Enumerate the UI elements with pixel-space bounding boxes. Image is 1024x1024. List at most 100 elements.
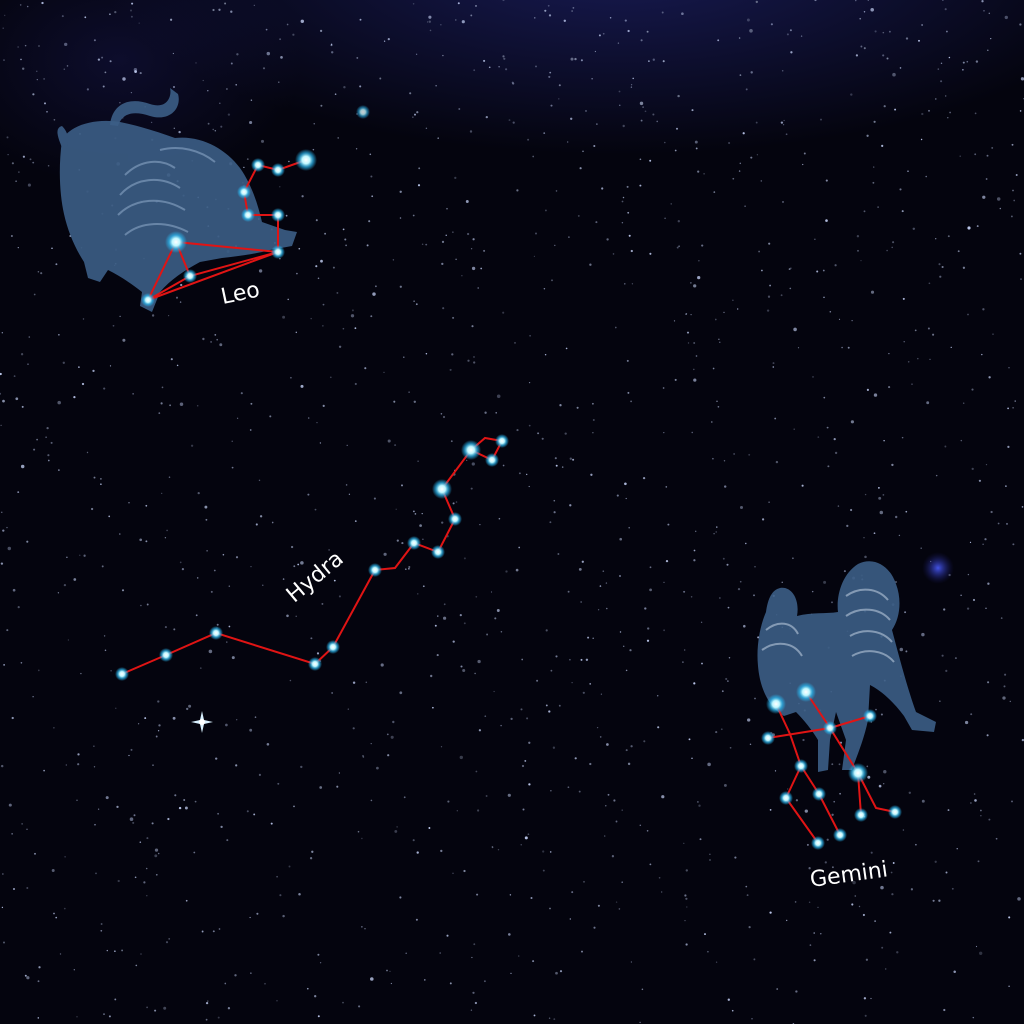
background-star <box>168 938 171 940</box>
background-star <box>988 12 991 15</box>
background-star <box>195 62 197 64</box>
background-star <box>258 479 261 482</box>
background-star <box>253 813 256 816</box>
background-star <box>128 754 130 757</box>
background-star <box>422 538 424 540</box>
background-star <box>550 790 552 792</box>
background-star <box>342 327 345 330</box>
background-star <box>452 316 455 319</box>
background-star <box>63 907 66 910</box>
background-star <box>224 982 227 985</box>
background-star <box>982 195 986 199</box>
background-star <box>161 386 164 389</box>
background-star <box>246 158 249 160</box>
background-star <box>664 141 666 144</box>
background-star <box>165 941 169 944</box>
background-star <box>217 1016 220 1019</box>
background-star <box>613 799 616 802</box>
background-star <box>921 112 924 116</box>
background-star <box>158 724 161 727</box>
background-star <box>619 104 621 106</box>
background-star <box>279 186 281 188</box>
background-star <box>1007 445 1010 449</box>
background-star <box>648 60 650 62</box>
background-star <box>761 518 765 521</box>
background-star <box>592 432 594 434</box>
background-star <box>370 175 373 178</box>
background-star <box>73 578 77 581</box>
background-star <box>592 419 595 421</box>
background-star <box>439 952 442 954</box>
background-star <box>866 134 869 137</box>
background-star <box>997 522 1000 525</box>
background-star <box>686 906 688 908</box>
background-star <box>939 275 942 278</box>
background-star <box>626 359 629 362</box>
background-star <box>693 559 696 562</box>
background-star <box>225 723 228 727</box>
background-star <box>36 70 38 72</box>
background-star <box>204 505 208 509</box>
background-star <box>543 132 546 134</box>
background-star <box>217 812 219 815</box>
background-star <box>498 66 500 68</box>
background-star <box>426 21 429 23</box>
background-star <box>677 220 680 223</box>
background-star <box>415 53 418 55</box>
background-star <box>907 170 909 173</box>
background-star <box>408 568 410 570</box>
background-star <box>361 926 363 928</box>
background-star <box>119 102 121 104</box>
background-star <box>1017 897 1021 901</box>
background-star <box>754 697 756 700</box>
background-star <box>452 640 455 643</box>
background-star <box>873 166 875 168</box>
background-star <box>105 796 109 800</box>
background-star <box>81 382 85 386</box>
background-star <box>737 308 739 310</box>
background-star <box>882 31 885 34</box>
background-star <box>22 155 25 158</box>
background-star <box>601 187 604 190</box>
background-star <box>911 383 913 385</box>
background-star <box>201 930 204 933</box>
background-star <box>359 85 362 88</box>
background-star <box>649 252 652 255</box>
background-star <box>649 566 652 569</box>
background-star <box>212 930 215 933</box>
background-star <box>619 631 622 633</box>
leo-tail <box>110 88 179 126</box>
background-star <box>947 117 949 119</box>
background-star <box>572 6 575 9</box>
background-star <box>870 997 872 1000</box>
background-star <box>115 707 117 709</box>
background-star <box>441 240 445 244</box>
background-star <box>15 180 17 183</box>
background-star <box>639 824 642 827</box>
background-star <box>1008 985 1010 988</box>
background-star <box>348 493 351 495</box>
background-star <box>896 951 899 954</box>
background-star <box>962 266 966 269</box>
background-star <box>17 46 19 48</box>
background-star <box>364 367 367 370</box>
background-star <box>483 980 486 983</box>
background-star <box>73 395 76 399</box>
background-star <box>867 0 869 1</box>
background-star <box>37 669 40 672</box>
background-star <box>518 472 521 475</box>
background-star <box>874 30 877 33</box>
background-star <box>532 960 535 963</box>
background-star <box>55 916 58 919</box>
background-star <box>336 291 339 294</box>
background-star <box>526 717 529 720</box>
background-star <box>578 567 582 571</box>
background-star <box>139 72 142 75</box>
background-star <box>421 512 423 515</box>
background-star <box>145 540 148 543</box>
background-star <box>795 799 799 802</box>
background-star <box>745 885 748 888</box>
background-star <box>364 928 366 930</box>
background-star <box>155 735 158 738</box>
background-star <box>698 260 700 262</box>
